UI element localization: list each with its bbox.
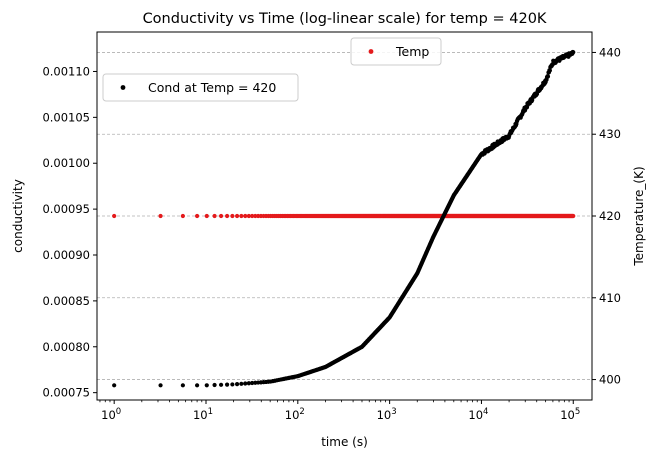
legend-temp: Temp: [350, 37, 442, 66]
x-tick-label: 100: [101, 407, 121, 422]
cond-point: [218, 382, 224, 387]
legend-cond-label: Cond at Temp = 420: [148, 80, 276, 95]
temp-point: [250, 213, 255, 219]
cond-point: [158, 383, 163, 388]
x-tick-exponent: 5: [575, 407, 580, 417]
x-tick-exponent: 3: [391, 407, 396, 417]
y-left-tick-label: 0.00105: [42, 110, 90, 124]
legend-cond-marker: [120, 85, 126, 90]
cond-point: [547, 68, 552, 73]
cond-point: [246, 381, 251, 386]
legend-temp-label: Temp: [395, 44, 429, 59]
cond-point: [224, 382, 230, 387]
y-right-tick-label: 430: [599, 127, 621, 141]
legend-temp-box: [350, 37, 442, 66]
y-left-tick-label: 0.00100: [42, 156, 90, 170]
x-tick-label: 103: [377, 407, 397, 422]
x-tick-label: 104: [468, 407, 488, 422]
temp-point: [243, 213, 248, 219]
y-left-tick-label: 0.00095: [42, 202, 90, 216]
legend-cond-box: [102, 73, 299, 102]
chart-title: Conductivity vs Time (log-linear scale) …: [143, 11, 547, 27]
cond-point: [239, 381, 244, 386]
y-left-tick-label: 0.00075: [42, 386, 90, 400]
temp-point: [230, 213, 235, 219]
axis-layer: 100 101 102 103 104 1050.000750.000800.000850…: [42, 45, 621, 422]
x-tick-label: 102: [285, 407, 305, 422]
cond-point: [204, 383, 209, 388]
x-tick-exponent: 4: [483, 407, 488, 417]
cond-point: [180, 383, 185, 388]
x-tick-label: 105: [560, 407, 580, 422]
temp-point: [218, 213, 224, 219]
y-right-tick-label: 410: [599, 291, 621, 305]
temp-point: [180, 213, 185, 219]
temp-point: [212, 213, 217, 219]
cond-point: [212, 382, 217, 388]
y-right-tick-label: 400: [599, 373, 621, 387]
x-tick-exponent: 1: [208, 407, 213, 417]
temp-point: [112, 213, 117, 219]
y-left-tick-label: 0.00090: [42, 248, 90, 262]
temp-point: [246, 213, 251, 219]
x-tick-label: 101: [193, 407, 213, 422]
temp-point: [204, 213, 209, 219]
cond-point: [250, 380, 255, 386]
cond-point: [112, 383, 117, 388]
y-left-tick-label: 0.00085: [42, 294, 90, 308]
temp-point: [234, 213, 240, 219]
y-left-tick-label: 0.00080: [42, 340, 90, 354]
x-tick-exponent: 2: [299, 407, 304, 417]
cond-point: [230, 382, 235, 387]
y-axis-left-label: conductivity: [11, 179, 25, 253]
temp-point: [224, 213, 230, 219]
legend-temp-marker: [368, 49, 374, 54]
y-right-tick-label: 440: [599, 45, 621, 59]
temp-point: [253, 213, 258, 219]
x-axis-label: time (s): [321, 435, 368, 449]
temp-series-layer: [112, 213, 576, 219]
cond-point: [194, 383, 200, 388]
temp-point: [571, 213, 576, 219]
y-right-tick-label: 420: [599, 209, 621, 223]
temp-point: [158, 213, 163, 219]
cond-point: [571, 50, 576, 55]
y-left-tick-label: 0.00110: [42, 64, 90, 78]
y-axis-right-label: Temperature_(K): [632, 166, 646, 266]
temp-point: [194, 213, 200, 219]
x-tick-exponent: 0: [116, 407, 121, 417]
cond-point: [234, 382, 240, 387]
legend-cond: Cond at Temp = 420: [102, 73, 299, 102]
cond-series-layer: [112, 49, 576, 388]
cond-point: [545, 74, 551, 79]
cond-point: [243, 381, 248, 386]
temp-point: [239, 213, 244, 219]
